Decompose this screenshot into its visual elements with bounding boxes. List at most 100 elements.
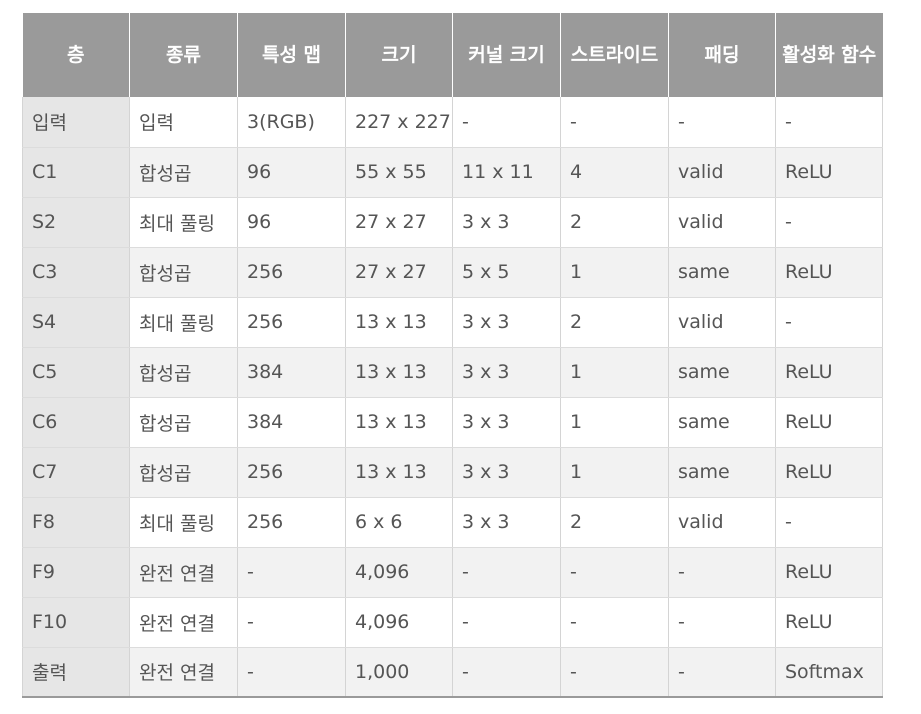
cell-padding: - xyxy=(668,547,776,598)
cell-size: 4,096 xyxy=(345,547,453,598)
cell-kernel-size: - xyxy=(452,547,561,598)
cell-activation: ReLU xyxy=(775,597,883,648)
cell-activation: ReLU xyxy=(775,147,883,198)
cell-kernel-size: 5 x 5 xyxy=(452,247,561,298)
cell-size: 27 x 27 xyxy=(345,247,453,298)
cell-feature-maps: 256 xyxy=(237,247,346,298)
cell-kernel-size: 3 x 3 xyxy=(452,497,561,548)
cell-stride: - xyxy=(560,597,669,648)
cell-layer: 출력 xyxy=(22,647,130,698)
cell-kernel-size: 11 x 11 xyxy=(452,147,561,198)
column-header-feature-maps: 특성 맵 xyxy=(237,13,346,97)
cell-size: 13 x 13 xyxy=(345,297,453,348)
cell-type: 최대 풀링 xyxy=(129,297,238,348)
cell-stride: 4 xyxy=(560,147,669,198)
column-header-stride: 스트라이드 xyxy=(560,13,669,97)
cell-stride: 2 xyxy=(560,197,669,248)
cell-layer: S4 xyxy=(22,297,130,348)
cell-type: 완전 연결 xyxy=(129,547,238,598)
cell-type: 합성곱 xyxy=(129,247,238,298)
column-header-size: 크기 xyxy=(345,13,453,97)
cell-layer: C5 xyxy=(22,347,130,398)
cell-feature-maps: 256 xyxy=(237,297,346,348)
cell-feature-maps: 96 xyxy=(237,147,346,198)
table-row: 입력 입력 3(RGB) 227 x 227- - - - xyxy=(22,97,883,148)
cell-stride: 1 xyxy=(560,247,669,298)
cell-feature-maps: 256 xyxy=(237,497,346,548)
cell-activation: - xyxy=(775,497,883,548)
table-row: F10 완전 연결 -4,096- - - ReLU xyxy=(22,597,883,648)
table-row: 출력 완전 연결 -1,000- - - Softmax xyxy=(22,647,883,698)
cell-kernel-size: - xyxy=(452,97,561,148)
column-header-type: 종류 xyxy=(129,13,238,97)
cell-type: 완전 연결 xyxy=(129,597,238,648)
cell-stride: 1 xyxy=(560,447,669,498)
table-row: C3 합성곱 256 27 x 27 5 x 5 1 same ReLU xyxy=(22,247,883,298)
cell-activation: ReLU xyxy=(775,347,883,398)
cell-padding: valid xyxy=(668,147,776,198)
cell-feature-maps: 3(RGB) xyxy=(237,97,346,148)
cell-kernel-size: 3 x 3 xyxy=(452,347,561,398)
cell-feature-maps: 256 xyxy=(237,447,346,498)
cell-padding: - xyxy=(668,597,776,648)
cell-activation: Softmax xyxy=(775,647,883,698)
table-row: C6 합성곱 384 13 x 13 3 x 3 1 same ReLU xyxy=(22,397,883,448)
table-header: 층 종류 특성 맵 크기 커널 크기 스트라이드 패딩 활성화 함수 xyxy=(22,13,883,97)
cell-type: 합성곱 xyxy=(129,347,238,398)
cell-stride: - xyxy=(560,547,669,598)
cell-stride: 1 xyxy=(560,347,669,398)
cell-layer: 입력 xyxy=(22,97,130,148)
cell-padding: same xyxy=(668,447,776,498)
cell-activation: ReLU xyxy=(775,247,883,298)
table-row: S2 최대 풀링 96 27 x 27 3 x 3 2 valid - xyxy=(22,197,883,248)
table-row: C1 합성곱 96 55 x 55 11 x 11 4 valid ReLU xyxy=(22,147,883,198)
cell-stride: - xyxy=(560,647,669,698)
cell-layer: F10 xyxy=(22,597,130,648)
column-header-padding: 패딩 xyxy=(668,13,776,97)
column-header-layer: 층 xyxy=(22,13,130,97)
cell-kernel-size: 3 x 3 xyxy=(452,447,561,498)
cell-layer: C7 xyxy=(22,447,130,498)
cell-layer: F9 xyxy=(22,547,130,598)
cell-stride: - xyxy=(560,97,669,148)
cell-type: 완전 연결 xyxy=(129,647,238,698)
cell-padding: - xyxy=(668,97,776,148)
cell-size: 4,096 xyxy=(345,597,453,648)
cell-padding: valid xyxy=(668,497,776,548)
cell-type: 입력 xyxy=(129,97,238,148)
cell-kernel-size: - xyxy=(452,597,561,648)
architecture-table: 층 종류 특성 맵 크기 커널 크기 스트라이드 패딩 활성화 함수 입력 입력 3(RGB) 22… xyxy=(22,13,883,698)
cell-activation: ReLU xyxy=(775,397,883,448)
cell-padding: - xyxy=(668,647,776,698)
cell-size: 1,000 xyxy=(345,647,453,698)
cell-feature-maps: - xyxy=(237,547,346,598)
cell-stride: 2 xyxy=(560,297,669,348)
cell-layer: F8 xyxy=(22,497,130,548)
cell-layer: C6 xyxy=(22,397,130,448)
cell-type: 합성곱 xyxy=(129,147,238,198)
cell-feature-maps: 384 xyxy=(237,397,346,448)
table-row: C5 합성곱 384 13 x 13 3 x 3 1 same ReLU xyxy=(22,347,883,398)
cell-feature-maps: 384 xyxy=(237,347,346,398)
cell-layer: C1 xyxy=(22,147,130,198)
cell-kernel-size: 3 x 3 xyxy=(452,197,561,248)
table-row: S4 최대 풀링 256 13 x 13 3 x 3 2 valid - xyxy=(22,297,883,348)
cell-padding: same xyxy=(668,397,776,448)
cell-size: 227 x 227 xyxy=(345,97,453,148)
table-row: F9 완전 연결 -4,096- - - ReLU xyxy=(22,547,883,598)
cell-kernel-size: 3 x 3 xyxy=(452,397,561,448)
cell-feature-maps: - xyxy=(237,597,346,648)
cell-size: 6 x 6 xyxy=(345,497,453,548)
cell-padding: same xyxy=(668,347,776,398)
cell-size: 27 x 27 xyxy=(345,197,453,248)
cell-padding: same xyxy=(668,247,776,298)
cell-stride: 1 xyxy=(560,397,669,448)
column-header-activation: 활성화 함수 xyxy=(775,13,883,97)
cell-padding: valid xyxy=(668,197,776,248)
cell-layer: C3 xyxy=(22,247,130,298)
cell-stride: 2 xyxy=(560,497,669,548)
cell-type: 최대 풀링 xyxy=(129,197,238,248)
header-row: 층 종류 특성 맵 크기 커널 크기 스트라이드 패딩 활성화 함수 xyxy=(22,13,883,97)
cell-activation: ReLU xyxy=(775,447,883,498)
